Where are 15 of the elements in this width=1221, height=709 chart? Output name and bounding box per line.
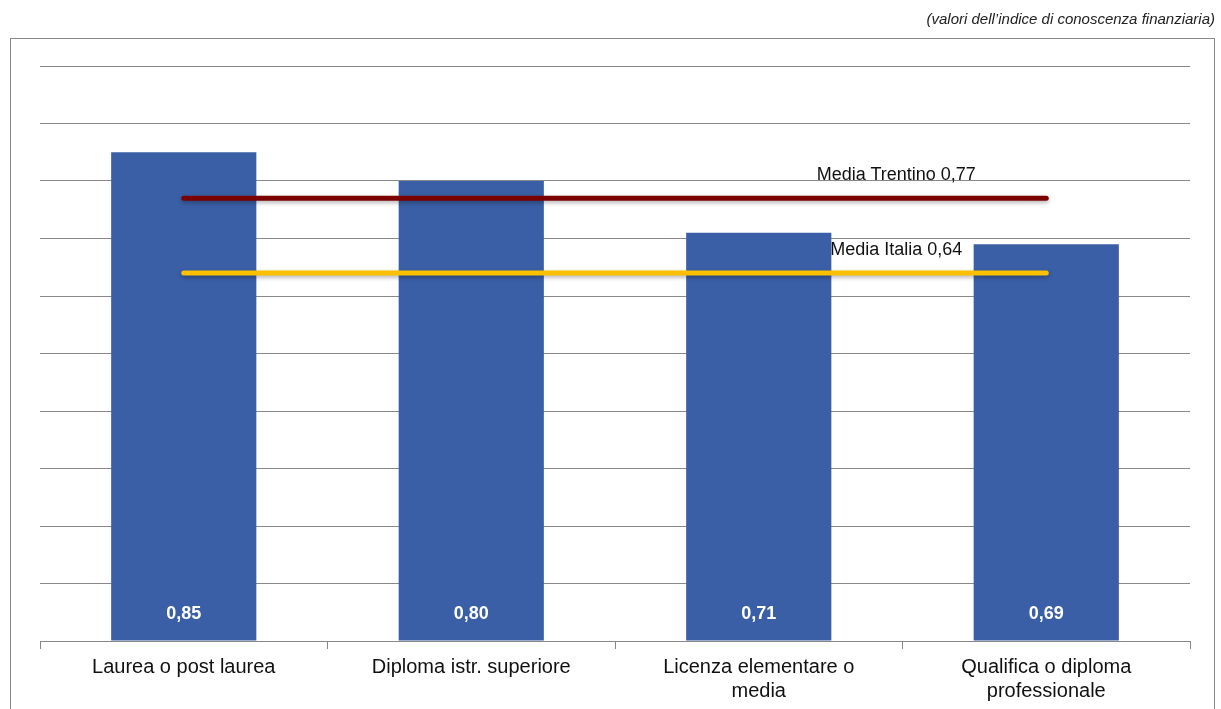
x-tick-label: Diploma istr. superiore (371, 654, 571, 677)
bar (111, 152, 257, 641)
bar (398, 181, 544, 641)
bar (686, 232, 832, 641)
ref-line-label: Media Trentino 0,77 (816, 164, 976, 185)
x-tick-label: Laurea o post laurea (92, 654, 277, 677)
data-label: 0,80 (453, 602, 489, 623)
text: (valori dell’indice di conoscenza finanziaria) (926, 10, 1215, 27)
data-label: 0,85 (166, 602, 202, 623)
data-label: 0,69 (1028, 602, 1064, 623)
bar (973, 244, 1119, 641)
ref-line-label: Media Italia 0,64 (830, 238, 963, 259)
x-tick-label: Licenza elementare o media (663, 654, 855, 701)
data-label: 0,71 (741, 602, 777, 623)
x-tick-label: Qualifica o diploma professionale (961, 654, 1133, 701)
